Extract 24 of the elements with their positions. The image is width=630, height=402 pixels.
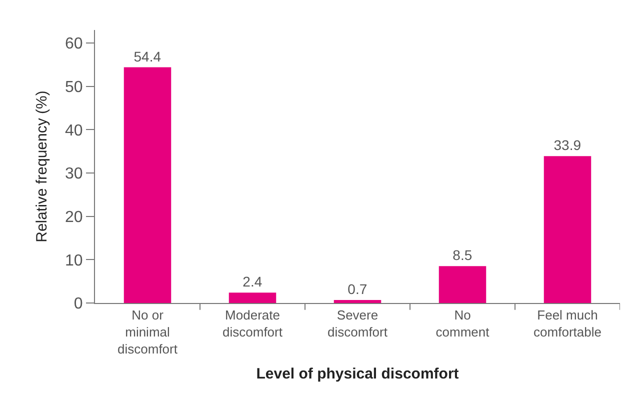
bar — [334, 300, 382, 303]
x-tick-label: No or minimal discomfort — [118, 308, 178, 356]
bar — [228, 292, 276, 303]
y-tick-label: 20 — [65, 208, 83, 226]
data-label: 54.4 — [134, 48, 162, 64]
bar — [124, 67, 172, 303]
x-tick-label: Feel much comfortable — [534, 308, 602, 340]
y-tick-label: 0 — [74, 296, 83, 313]
x-tick-label: Moderate discomfort — [222, 308, 283, 340]
y-tick-label: 30 — [65, 166, 83, 183]
y-tick-label: 10 — [65, 252, 83, 270]
y-axis-title: Relative frequency (%) — [33, 90, 50, 242]
data-label: 0.7 — [348, 280, 368, 297]
data-label: 2.4 — [242, 274, 262, 290]
x-axis-title: Level of physical discomfort — [256, 365, 459, 382]
x-tick-label: Severe discomfort — [328, 308, 388, 340]
data-label: 8.5 — [452, 247, 472, 264]
y-tick-label: 60 — [65, 36, 83, 53]
y-tick-label: 40 — [65, 122, 83, 140]
y-tick-label: 50 — [65, 78, 83, 96]
x-tick-label: No comment — [436, 308, 490, 340]
bar — [438, 266, 486, 303]
data-label: 33.9 — [554, 137, 582, 154]
bar — [544, 156, 592, 303]
